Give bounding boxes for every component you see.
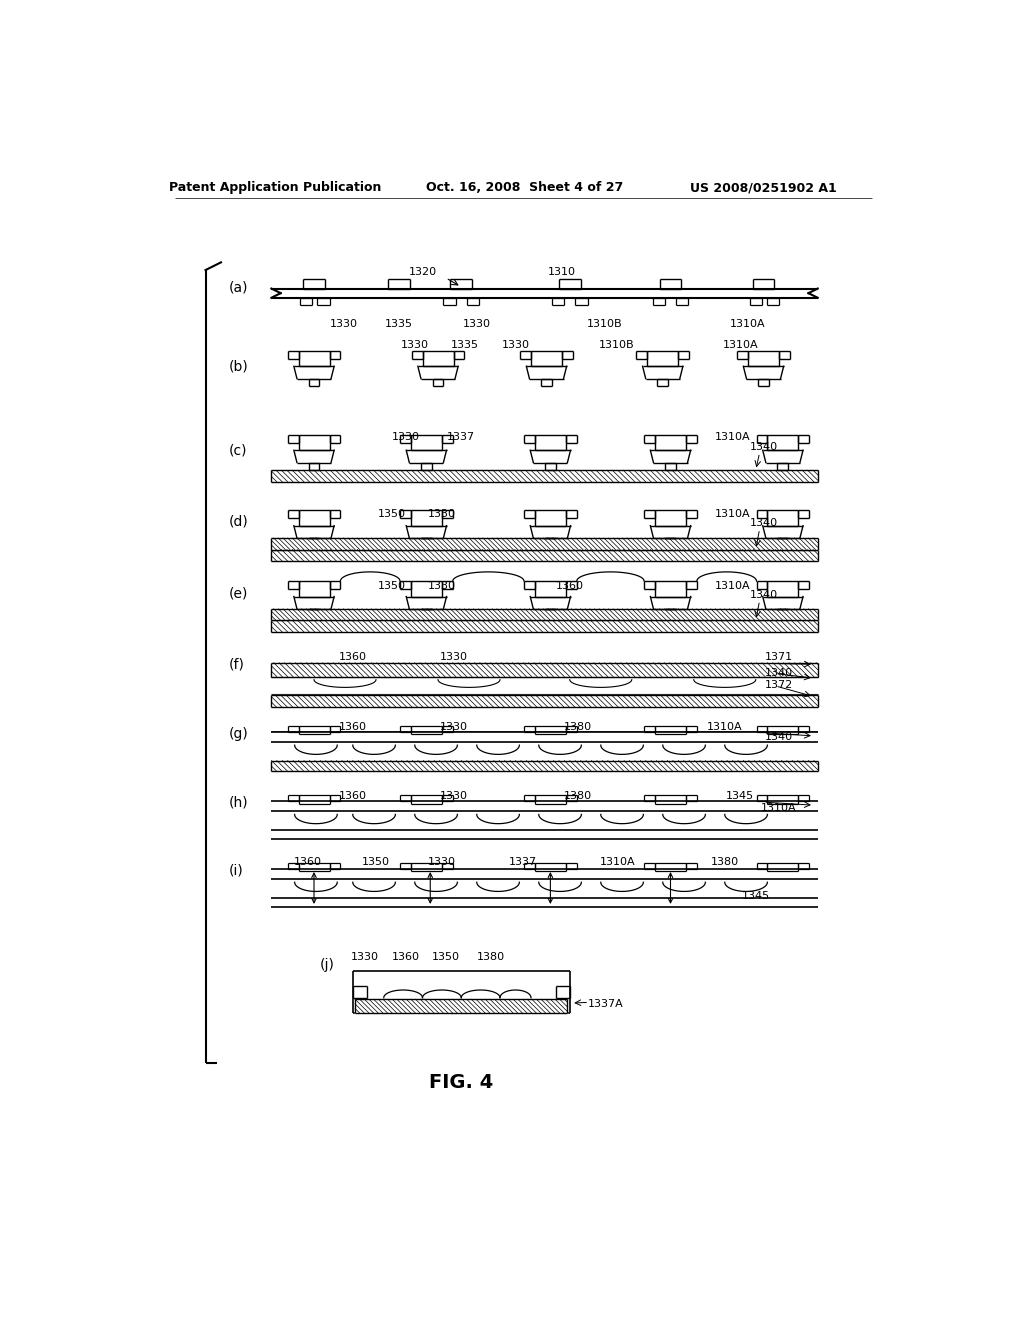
Text: 1310A: 1310A [730, 319, 766, 329]
Polygon shape [271, 470, 818, 482]
Text: (g): (g) [228, 726, 249, 741]
Text: 1310A: 1310A [707, 722, 742, 731]
Text: (b): (b) [228, 359, 249, 374]
Polygon shape [271, 663, 818, 677]
Polygon shape [271, 620, 818, 632]
Text: 1320: 1320 [409, 268, 436, 277]
Text: Oct. 16, 2008  Sheet 4 of 27: Oct. 16, 2008 Sheet 4 of 27 [426, 181, 624, 194]
Text: 1350: 1350 [378, 581, 406, 591]
Text: 1330: 1330 [428, 510, 456, 519]
Text: (a): (a) [228, 281, 248, 294]
Text: 1310A: 1310A [715, 510, 751, 519]
Text: 1310B: 1310B [587, 319, 623, 329]
Text: 1345: 1345 [726, 791, 755, 801]
Text: 1330: 1330 [391, 432, 420, 442]
Text: 1330: 1330 [400, 339, 429, 350]
Text: 1360: 1360 [339, 652, 367, 663]
Text: 1330: 1330 [351, 952, 379, 962]
Text: 1310B: 1310B [598, 339, 634, 350]
Text: 1310A: 1310A [715, 581, 751, 591]
Text: 1330: 1330 [330, 319, 357, 329]
Text: (j): (j) [321, 957, 335, 972]
Polygon shape [271, 609, 818, 620]
Polygon shape [271, 760, 818, 771]
Text: 1372: 1372 [765, 680, 794, 690]
Text: 1380: 1380 [563, 791, 592, 801]
Text: 1345: 1345 [741, 891, 770, 902]
Text: 1350: 1350 [432, 952, 460, 962]
Text: 1337: 1337 [447, 432, 475, 442]
Text: 1330: 1330 [439, 652, 468, 663]
Text: 1380: 1380 [563, 722, 592, 731]
Polygon shape [271, 696, 818, 708]
Text: 1330: 1330 [502, 339, 529, 350]
Text: 1340: 1340 [765, 668, 793, 677]
Text: 1310A: 1310A [600, 857, 636, 867]
Text: (i): (i) [228, 863, 244, 878]
Text: 1330: 1330 [439, 722, 468, 731]
Text: 1337A: 1337A [588, 999, 624, 1008]
Text: US 2008/0251902 A1: US 2008/0251902 A1 [690, 181, 837, 194]
Text: 1310A: 1310A [761, 803, 797, 813]
Text: 1330: 1330 [439, 791, 468, 801]
Polygon shape [271, 801, 818, 812]
Text: (e): (e) [228, 586, 248, 601]
Text: FIG. 4: FIG. 4 [429, 1073, 494, 1092]
Polygon shape [271, 869, 818, 879]
Text: 1340: 1340 [750, 519, 777, 528]
Text: (c): (c) [228, 444, 247, 458]
Text: 1360: 1360 [391, 952, 420, 962]
Text: 1310A: 1310A [715, 432, 751, 442]
Text: 1335: 1335 [385, 319, 414, 329]
Text: Patent Application Publication: Patent Application Publication [169, 181, 381, 194]
Text: 1310: 1310 [548, 268, 575, 277]
Text: 1360: 1360 [339, 722, 367, 731]
Text: 1340: 1340 [750, 590, 777, 601]
Text: (h): (h) [228, 796, 249, 810]
Polygon shape [271, 733, 818, 742]
Text: 1330: 1330 [463, 319, 490, 329]
Text: 1360: 1360 [294, 857, 322, 867]
Text: 1330: 1330 [428, 581, 456, 591]
Text: 1360: 1360 [339, 791, 367, 801]
Text: 1371: 1371 [765, 652, 793, 663]
Text: 1340: 1340 [765, 733, 793, 742]
Polygon shape [355, 999, 567, 1014]
Text: 1340: 1340 [750, 442, 777, 453]
Text: 1335: 1335 [452, 339, 479, 350]
Text: 1380: 1380 [711, 857, 738, 867]
Polygon shape [271, 539, 818, 549]
Polygon shape [271, 549, 818, 561]
Text: 1380: 1380 [476, 952, 505, 962]
Text: 1330: 1330 [428, 857, 456, 867]
Text: 1350: 1350 [378, 510, 406, 519]
Text: (f): (f) [228, 657, 245, 672]
Text: 1350: 1350 [362, 857, 390, 867]
Text: 1337: 1337 [509, 857, 538, 867]
Text: (d): (d) [228, 515, 249, 529]
Text: 1310A: 1310A [723, 339, 758, 350]
Text: 1360: 1360 [556, 581, 584, 591]
